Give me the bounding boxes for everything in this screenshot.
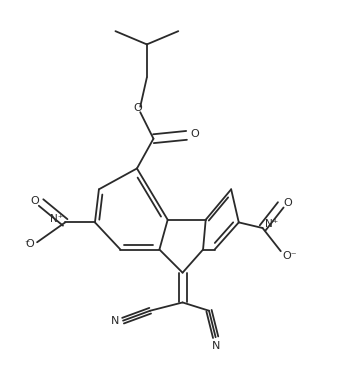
Text: O: O — [30, 196, 39, 206]
Text: ⁻: ⁻ — [24, 239, 30, 249]
Text: N: N — [211, 341, 220, 352]
Text: O: O — [283, 198, 292, 208]
Text: N⁺: N⁺ — [50, 214, 64, 224]
Text: O: O — [133, 103, 142, 113]
Text: N⁺: N⁺ — [265, 219, 278, 229]
Text: O⁻: O⁻ — [283, 251, 297, 261]
Text: O: O — [25, 239, 34, 249]
Text: O: O — [191, 129, 199, 139]
Text: N: N — [110, 316, 119, 326]
